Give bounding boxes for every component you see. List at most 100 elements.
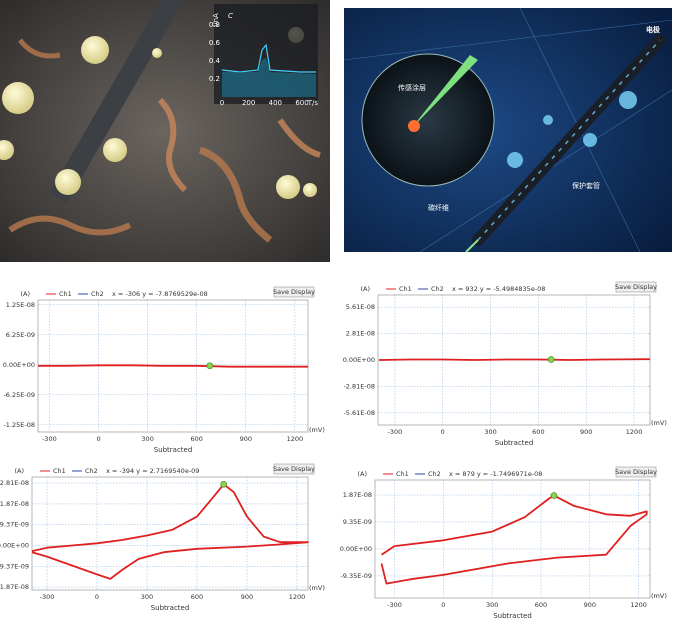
inset-x-tick: 600 xyxy=(295,99,308,107)
legend-label: Ch2 xyxy=(428,470,441,478)
readout: x = -394 y = 2.7169540e-09 xyxy=(106,467,199,475)
legend-label: Ch2 xyxy=(431,285,444,293)
inset-x-tick: 200 xyxy=(242,99,255,107)
x-tick-label: -300 xyxy=(387,601,402,609)
save-button[interactable] xyxy=(615,281,657,293)
y-tick-label: 1.87E-08 xyxy=(343,491,372,499)
readout: x = -306 y = -7.8769529e-08 xyxy=(112,290,208,298)
inset-x-tick: 400 xyxy=(269,99,282,107)
x-tick-label: 300 xyxy=(486,601,498,609)
x-tick-label: 600 xyxy=(532,428,544,436)
x-tick-label: -300 xyxy=(40,593,55,601)
photo-label: 传感涂层 xyxy=(398,83,426,92)
x-tick-label: 0 xyxy=(96,435,100,443)
photo-label: 保护套管 xyxy=(572,181,600,190)
y-tick-label: 5.61E-08 xyxy=(346,303,375,311)
series-line xyxy=(38,364,308,368)
inset-x-unit: T/s xyxy=(307,99,319,107)
save-button-label[interactable]: Save Display xyxy=(615,283,657,291)
legend-label: Ch2 xyxy=(91,290,104,298)
x-label: Subtracted xyxy=(154,446,193,454)
x-tick-label: 0 xyxy=(441,601,445,609)
inset-label: C xyxy=(228,12,233,20)
x-tick-label: 1200 xyxy=(289,593,306,601)
series-line xyxy=(380,494,648,585)
x-tick-label: 1200 xyxy=(287,435,304,443)
x-tick-label: 600 xyxy=(535,601,547,609)
y-tick-label: 6.25E-09 xyxy=(6,331,35,339)
photo-right xyxy=(343,7,673,253)
x-label: Subtracted xyxy=(495,439,534,447)
photo-left xyxy=(0,0,330,262)
save-button[interactable] xyxy=(273,286,315,298)
y-unit: (A) xyxy=(357,470,367,478)
y-tick-label: -1.87E-08 xyxy=(0,583,29,591)
x-tick-label: 1200 xyxy=(630,601,647,609)
x-unit: (mV) xyxy=(309,584,325,592)
plot-frame xyxy=(374,479,651,599)
x-tick-label: 600 xyxy=(191,435,203,443)
y-tick-label: 1.87E-08 xyxy=(0,500,29,508)
x-unit: (mV) xyxy=(651,419,667,427)
legend-label: Ch1 xyxy=(59,290,72,298)
cursor-marker xyxy=(550,492,558,499)
cursor-marker xyxy=(220,481,227,488)
plot-frame xyxy=(31,476,309,591)
x-tick-label: -300 xyxy=(388,428,403,436)
y-tick-label: -9.37E-09 xyxy=(0,562,29,570)
legend-label: Ch2 xyxy=(85,467,98,475)
x-tick-label: 900 xyxy=(241,593,253,601)
y-tick-label: 0.00E+00 xyxy=(0,542,29,550)
y-tick-label: -2.81E-08 xyxy=(343,382,375,390)
save-button-label[interactable]: Save Display xyxy=(615,468,657,476)
y-tick-label: 9.37E-09 xyxy=(0,521,29,529)
save-button-label[interactable]: Save Display xyxy=(273,288,315,296)
save-button[interactable] xyxy=(615,466,657,478)
save-button[interactable] xyxy=(273,463,315,475)
x-unit: (mV) xyxy=(651,592,667,600)
x-tick-label: 900 xyxy=(584,601,596,609)
x-tick-label: 300 xyxy=(141,593,153,601)
x-unit: (mV) xyxy=(309,426,325,434)
photo-label: 碳纤维 xyxy=(428,203,449,212)
x-tick-label: 1200 xyxy=(626,428,643,436)
legend-label: Ch1 xyxy=(53,467,66,475)
series-line xyxy=(31,483,309,580)
x-tick-label: 300 xyxy=(141,435,153,443)
y-tick-label: 0.00E+00 xyxy=(343,356,375,364)
inset-x-tick: 0 xyxy=(220,99,224,107)
y-tick-label: 9.35E-09 xyxy=(343,518,372,526)
inset-y-tick: 0.2 xyxy=(209,75,220,83)
y-tick-label: -9.35E-09 xyxy=(340,572,372,580)
x-label: Subtracted xyxy=(493,612,532,620)
x-tick-label: 0 xyxy=(95,593,99,601)
cursor-marker xyxy=(547,356,555,363)
y-unit: (A) xyxy=(20,290,30,298)
series-line xyxy=(378,358,651,361)
legend-label: Ch1 xyxy=(399,285,412,293)
y-tick-label: 2.81E-08 xyxy=(346,330,375,338)
readout: x = 879 y = -1.7496971e-08 xyxy=(449,470,542,478)
inset-y-tick: 0.6 xyxy=(209,39,221,47)
inset-y-tick: 0.8 xyxy=(209,21,220,29)
x-tick-label: 600 xyxy=(191,593,203,601)
cursor-marker xyxy=(206,362,214,370)
x-tick-label: 300 xyxy=(484,428,496,436)
x-tick-label: 900 xyxy=(240,435,252,443)
inset-y-axis: I/nA xyxy=(212,13,220,27)
x-label: Subtracted xyxy=(151,604,190,612)
y-unit: (A) xyxy=(14,467,24,475)
x-tick-label: -300 xyxy=(42,435,57,443)
save-button-label[interactable]: Save Display xyxy=(273,465,315,473)
y-tick-label: 2.81E-08 xyxy=(0,479,29,487)
y-tick-label: -5.61E-08 xyxy=(343,409,375,417)
y-tick-label: 1.25E-08 xyxy=(6,301,35,309)
y-unit: (A) xyxy=(360,285,370,293)
inset-y-tick: 0.4 xyxy=(209,57,221,65)
y-tick-label: 0.00E+00 xyxy=(3,361,35,369)
y-tick-label: -1.25E-08 xyxy=(3,421,35,429)
legend-label: Ch1 xyxy=(396,470,409,478)
photo-title: 电极 xyxy=(646,25,661,34)
